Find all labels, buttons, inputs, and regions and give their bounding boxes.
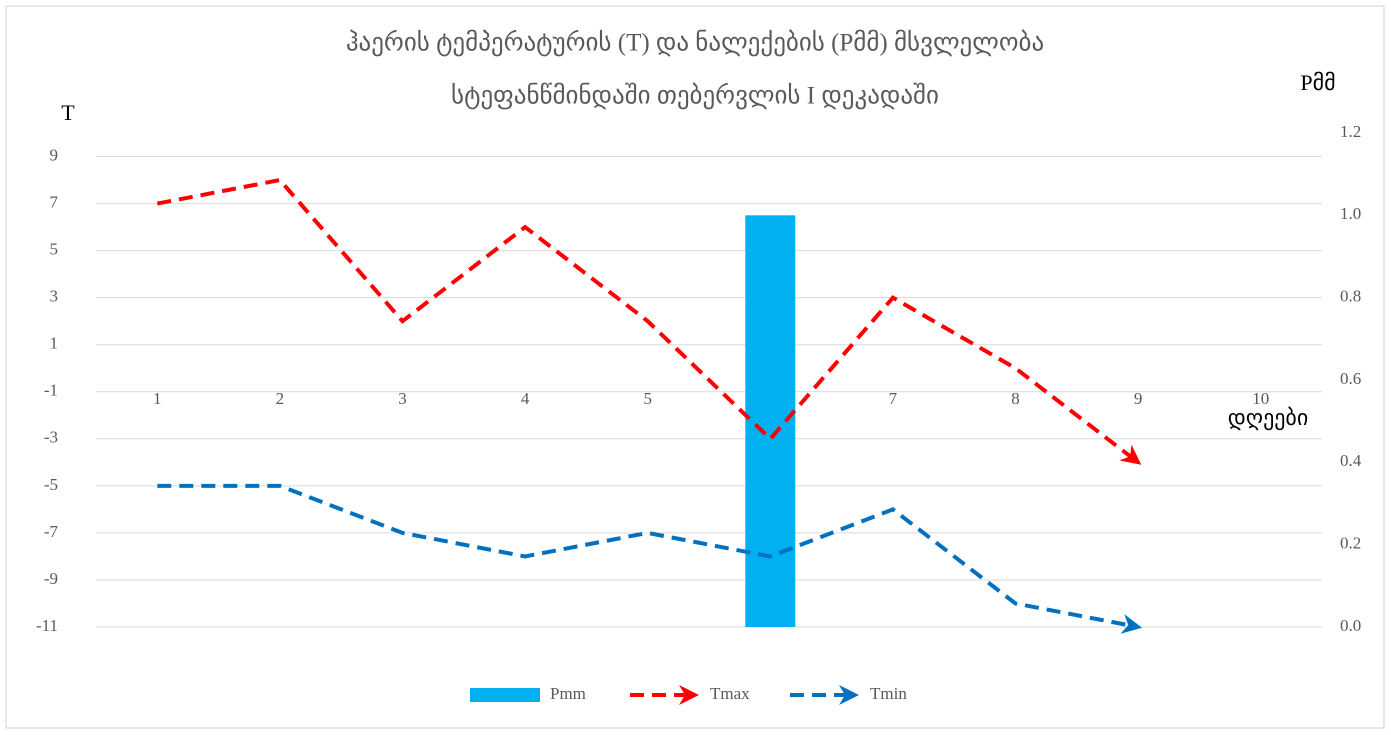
y2-tick-label: 1.0 (1340, 204, 1361, 223)
x-tick-label: 5 (643, 389, 652, 408)
x-tick-label: 4 (521, 389, 530, 408)
x-tick-label: 2 (276, 389, 285, 408)
y-tick-label: -1 (44, 381, 58, 400)
y2-tick-label: 0.2 (1340, 534, 1361, 553)
line (157, 483, 1143, 634)
legend-label: Tmin (870, 684, 907, 703)
y-tick-label: 3 (50, 287, 59, 306)
y-tick-label: 1 (50, 334, 59, 353)
y-tick-label: 5 (50, 240, 59, 259)
x-tick-label: 10 (1252, 389, 1269, 408)
y-tick-label: -5 (44, 475, 58, 494)
y-tick-label: -7 (44, 522, 59, 541)
y2-tick-label: 0.4 (1340, 451, 1362, 470)
y-tick-label: 7 (50, 192, 59, 211)
y2-axis-label: Pმმ (1300, 70, 1335, 95)
x-tick-label: 7 (889, 389, 898, 408)
y2-tick-label: 0.6 (1340, 369, 1361, 388)
x-axis-label: დღეები (1228, 405, 1308, 431)
y-axis-label: T (61, 100, 75, 125)
y2-tick-label: 0.0 (1340, 616, 1361, 635)
y2-tick-label: 0.8 (1340, 287, 1361, 306)
x-tick-label: 8 (1011, 389, 1020, 408)
x-tick-label: 9 (1134, 389, 1143, 408)
x-tick-label: 3 (398, 389, 407, 408)
line (156, 177, 1142, 465)
y-tick-label: -9 (44, 569, 58, 588)
y-tick-label: -11 (36, 616, 58, 635)
legend-label: Tmax (710, 684, 750, 703)
y-tick-label: 9 (50, 145, 59, 164)
legend-label: Pmm (550, 684, 586, 703)
y2-tick-label: 1.2 (1340, 122, 1361, 141)
chart-title: სტეფანწმინდაში თებერვლის I დეკადაში (451, 83, 939, 110)
x-tick-label: 1 (153, 389, 162, 408)
y-tick-label: -3 (44, 428, 58, 447)
legend-swatch (470, 688, 540, 702)
chart-title: ჰაერის ტემპერატურის (T) და ნალექების (Pმ… (346, 30, 1044, 57)
